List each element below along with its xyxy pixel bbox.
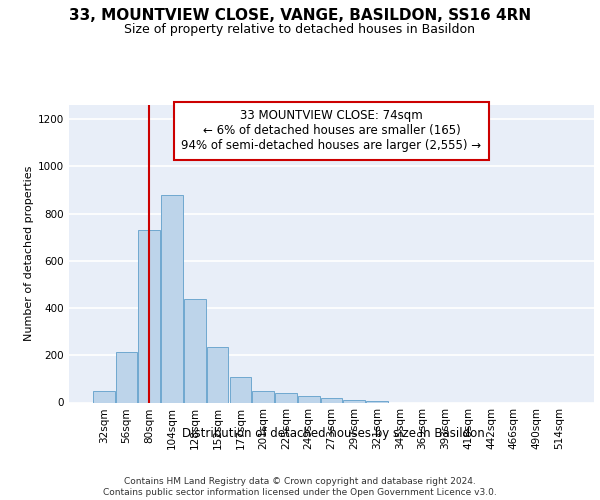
Bar: [320, 398, 343, 402]
Bar: [207, 347, 229, 403]
Text: 33, MOUNTVIEW CLOSE, VANGE, BASILDON, SS16 4RN: 33, MOUNTVIEW CLOSE, VANGE, BASILDON, SS…: [69, 8, 531, 22]
Text: 33 MOUNTVIEW CLOSE: 74sqm
← 6% of detached houses are smaller (165)
94% of semi-: 33 MOUNTVIEW CLOSE: 74sqm ← 6% of detach…: [181, 110, 482, 152]
Bar: [253, 390, 274, 402]
Text: Contains HM Land Registry data © Crown copyright and database right 2024.
Contai: Contains HM Land Registry data © Crown c…: [103, 478, 497, 497]
Bar: [184, 298, 206, 403]
Bar: [116, 352, 137, 403]
Bar: [275, 393, 297, 402]
Text: Distribution of detached houses by size in Basildon: Distribution of detached houses by size …: [182, 428, 484, 440]
Bar: [298, 396, 320, 402]
Bar: [230, 376, 251, 402]
Bar: [93, 390, 115, 402]
Bar: [161, 194, 183, 402]
Text: Size of property relative to detached houses in Basildon: Size of property relative to detached ho…: [125, 22, 476, 36]
Bar: [343, 400, 365, 402]
Bar: [139, 230, 160, 402]
Y-axis label: Number of detached properties: Number of detached properties: [24, 166, 34, 342]
